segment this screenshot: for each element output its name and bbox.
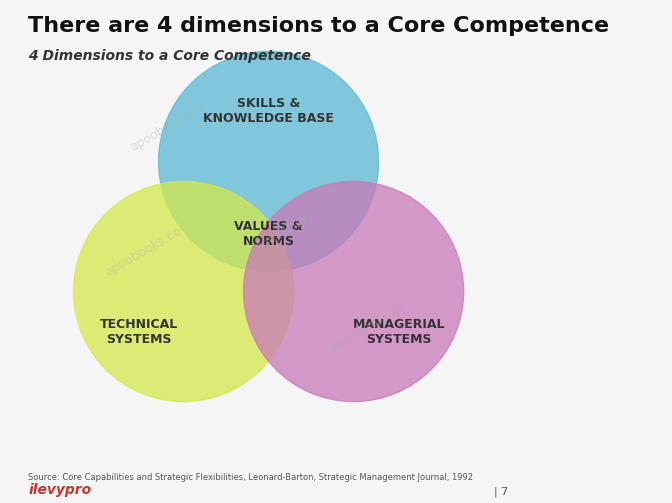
Text: | 7: | 7	[495, 486, 509, 496]
Text: apoobooks.co: apoobooks.co	[328, 299, 409, 354]
Circle shape	[159, 51, 378, 272]
Circle shape	[243, 182, 464, 401]
Text: TECHNICAL
SYSTEMS: TECHNICAL SYSTEMS	[99, 317, 177, 346]
Text: apoobooks.co: apoobooks.co	[103, 224, 184, 279]
Text: VALUES &
NORMS: VALUES & NORMS	[235, 220, 303, 248]
Text: MANAGERIAL
SYSTEMS: MANAGERIAL SYSTEMS	[352, 317, 445, 346]
Text: apoobooks.co: apoobooks.co	[253, 199, 334, 254]
Text: Source: Core Capabilities and Strategic Flexibilities, Leonard-Barton, Strategic: Source: Core Capabilities and Strategic …	[28, 473, 474, 481]
Text: 4 Dimensions to a Core Competence: 4 Dimensions to a Core Competence	[28, 49, 311, 63]
Circle shape	[73, 182, 294, 401]
Text: SKILLS &
KNOWLEDGE BASE: SKILLS & KNOWLEDGE BASE	[203, 98, 334, 125]
Text: There are 4 dimensions to a Core Competence: There are 4 dimensions to a Core Compete…	[28, 17, 610, 36]
Text: apoobooks.co: apoobooks.co	[128, 99, 209, 154]
Text: ilevypro: ilevypro	[28, 482, 91, 496]
